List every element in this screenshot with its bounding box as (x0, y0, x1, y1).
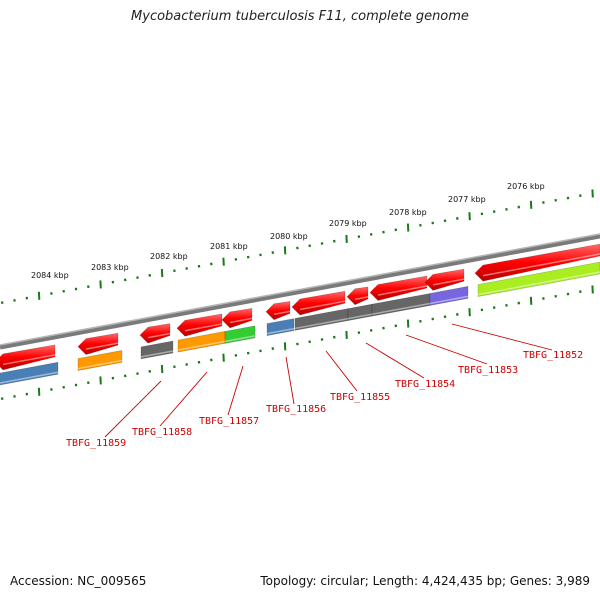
gene-features (0, 243, 600, 386)
genome-backbone (0, 233, 600, 350)
gene-label-leader (285, 356, 295, 405)
gene-label: TBFG_11854 (395, 379, 455, 390)
forward-gene (424, 268, 465, 291)
gene-shade (0, 371, 59, 384)
gene-shade (482, 253, 600, 277)
gene-shade (354, 296, 369, 301)
gene-purple (429, 286, 469, 306)
gene-gray (140, 340, 174, 360)
gene-shade (432, 278, 465, 286)
genome-backbone-highlight (0, 233, 600, 346)
gene-labels: TBFG_11859 TBFG_11858 TBFG_11857 TBFG_11856… (66, 323, 583, 449)
gene-label-leader (451, 323, 553, 351)
gene-shade (77, 359, 123, 370)
gene-shade (299, 300, 346, 311)
gene-orange (77, 350, 123, 371)
gene-label: TBFG_11858 (132, 427, 192, 438)
gene-label: TBFG_11853 (458, 365, 518, 376)
gene-label-leader (405, 334, 488, 365)
gene-label-leader (227, 365, 244, 416)
gene-green (224, 325, 256, 344)
scale-label: 2079 kbp (329, 219, 367, 228)
gene-label-leader (325, 350, 358, 392)
scale-labels: 2084 kbp 2083 kbp 2082 kbp 2081 kbp 2080 kbp… (31, 182, 545, 280)
forward-gene (77, 332, 119, 355)
gene-shade (294, 317, 349, 330)
scale-label: 2082 kbp (150, 252, 188, 261)
outer-scale-track (0, 189, 594, 305)
gene-label-leader (365, 342, 425, 379)
gene-shade (147, 332, 171, 339)
gene-lime (477, 261, 600, 297)
gene-shade (371, 302, 431, 315)
forward-gene (474, 243, 600, 282)
gene-shade (85, 342, 119, 350)
gene-label: TBFG_11857 (199, 416, 259, 427)
scale-label: 2083 kbp (91, 263, 129, 272)
gene-shade (429, 295, 469, 305)
genome-title: Mycobacterium tuberculosis F11, complete… (131, 9, 469, 24)
gene-label: TBFG_11852 (523, 350, 583, 361)
scale-label: 2084 kbp (31, 271, 69, 280)
gene-blue (0, 361, 59, 386)
forward-gene (291, 290, 346, 316)
gene-blue (266, 318, 295, 336)
scale-label: 2077 kbp (448, 195, 486, 204)
forward-gene (0, 344, 56, 371)
gene-shade (184, 323, 223, 332)
gene-label-leader (159, 371, 208, 427)
gene-label-leader (104, 380, 162, 438)
scale-label: 2078 kbp (389, 208, 427, 217)
gene-shade (224, 335, 256, 343)
forward-gene (139, 323, 171, 344)
gene-shade (266, 327, 295, 335)
inner-scale-track (0, 285, 594, 401)
gene-shade (177, 340, 226, 351)
forward-gene (265, 301, 291, 321)
forward-gene (221, 308, 253, 329)
gene-shade (140, 350, 174, 358)
gene-shade (477, 271, 600, 296)
genome-summary-text: Topology: circular; Length: 4,424,435 bp… (260, 574, 590, 588)
forward-gene (346, 286, 369, 306)
scale-label: 2081 kbp (210, 242, 248, 251)
gene-shade (273, 310, 291, 316)
gene-shade (377, 285, 428, 296)
gene-shade (347, 313, 373, 320)
scale-label: 2076 kbp (507, 182, 545, 191)
gene-label: TBFG_11856 (266, 404, 326, 415)
gene-shade (229, 317, 253, 324)
accession-text: Accession: NC_009565 (10, 574, 147, 588)
gene-label: TBFG_11859 (66, 438, 126, 449)
gene-shade (2, 354, 56, 366)
gene-label: TBFG_11855 (330, 392, 390, 403)
scale-label: 2080 kbp (270, 232, 308, 241)
